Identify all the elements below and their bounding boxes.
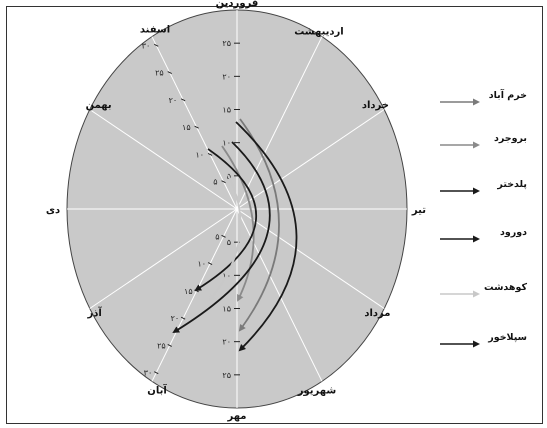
diag-tick-label: ۲۰ xyxy=(169,96,178,105)
diag-tick-label: ۱۵ xyxy=(184,287,193,296)
direction-label: اردیبهشت xyxy=(294,27,344,38)
diag-tick-label: ۳۰ xyxy=(142,41,151,50)
axis-tick-label-down: ۲۰ xyxy=(222,338,231,347)
diag-tick-label: ۵ xyxy=(213,178,217,187)
direction-label: آذر xyxy=(86,306,102,319)
axis-tick-label-up: ۲۵ xyxy=(222,39,231,48)
direction-label: بهمن xyxy=(86,100,112,111)
direction-label: مهر xyxy=(226,411,246,422)
direction-label: شهریور xyxy=(297,385,337,396)
axis-tick-label-down: ۵ xyxy=(227,238,231,247)
axis-tick-label-up: ۱۵ xyxy=(222,106,231,115)
axis-tick-label-up: ۱۰ xyxy=(222,139,231,148)
direction-label: خرداد xyxy=(362,100,389,111)
legend-label: خرم آباد xyxy=(489,88,527,101)
direction-label: فروردین xyxy=(216,0,259,9)
diag-tick-label: ۱۰ xyxy=(197,260,206,269)
direction-label: تیر xyxy=(411,205,426,216)
direction-label: آبان xyxy=(147,383,167,396)
diag-tick-label: ۲۵ xyxy=(157,341,166,350)
diag-tick-label: ۵ xyxy=(215,232,219,241)
legend-label: بروجرد xyxy=(494,133,527,144)
diag-tick-label: ۲۵ xyxy=(155,69,164,78)
legend-label: کوهدشت xyxy=(484,282,527,293)
diag-tick-label: ۱۵ xyxy=(182,123,191,132)
legend-label: سپلاخور xyxy=(487,332,527,343)
diag-tick-label: ۳۰ xyxy=(144,369,153,378)
axis-tick-label-up: ۲۰ xyxy=(222,72,231,81)
legend-label: پلدختر xyxy=(496,179,527,190)
direction-label: اسفند xyxy=(140,25,170,36)
legend-label: دورود xyxy=(500,227,527,238)
diag-tick-label: ۲۰ xyxy=(171,314,180,323)
diag-tick-label: ۱۰ xyxy=(195,150,204,159)
axis-tick-label-down: ۲۵ xyxy=(222,371,231,380)
direction-label: دی xyxy=(46,205,60,216)
axis-tick-label-down: ۱۵ xyxy=(222,305,231,314)
direction-label: مرداد xyxy=(364,308,390,319)
